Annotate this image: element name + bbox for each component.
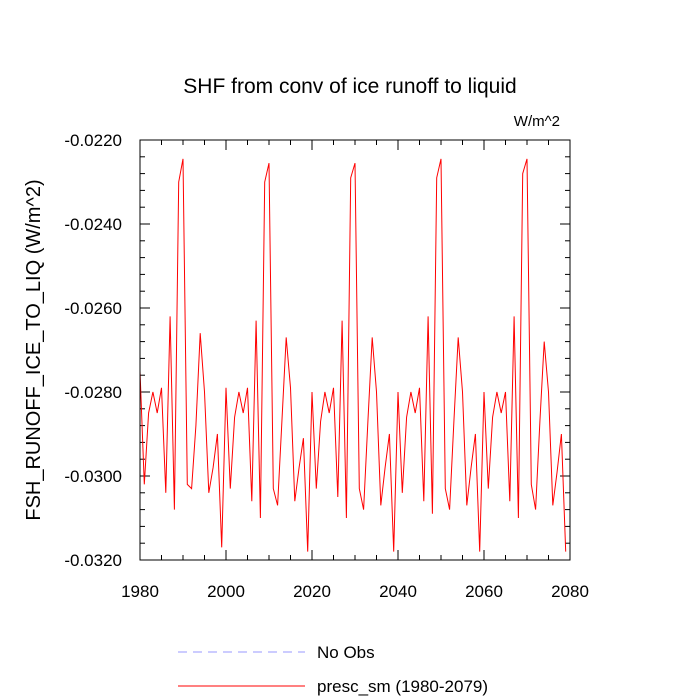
series-layer (139, 158, 567, 552)
x-tick-label: 2020 (293, 582, 331, 601)
y-tick-label: -0.0300 (64, 467, 122, 486)
x-tick-label: 2080 (551, 582, 589, 601)
units-label: W/m^2 (514, 113, 560, 130)
axis-tick-labels: 1980 2000 2020 2040 2060 2080 -0.0320 -0.0300 -0… (64, 131, 589, 601)
plot-frame (139, 139, 571, 561)
legend-label-no-obs: No Obs (317, 643, 375, 662)
series-line-1 (139, 158, 567, 552)
axis-ticks (139, 139, 571, 561)
y-tick-label: -0.0320 (64, 551, 122, 570)
x-tick-label: 2040 (379, 582, 417, 601)
y-tick-label: -0.0240 (64, 215, 122, 234)
y-tick-label: -0.0220 (64, 131, 122, 150)
legend: No Obs presc_sm (1980-2079) (178, 643, 488, 696)
x-tick-label: 2060 (465, 582, 503, 601)
y-tick-label: -0.0280 (64, 383, 122, 402)
y-tick-label: -0.0260 (64, 299, 122, 318)
chart-title: SHF from conv of ice runoff to liquid (183, 75, 516, 98)
y-axis-label: FSH_RUNOFF_ICE_TO_LIQ (W/m^2) (23, 179, 45, 520)
x-tick-label: 2000 (207, 582, 245, 601)
legend-label-presc-sm: presc_sm (1980-2079) (317, 677, 488, 696)
x-tick-label: 1980 (121, 582, 159, 601)
